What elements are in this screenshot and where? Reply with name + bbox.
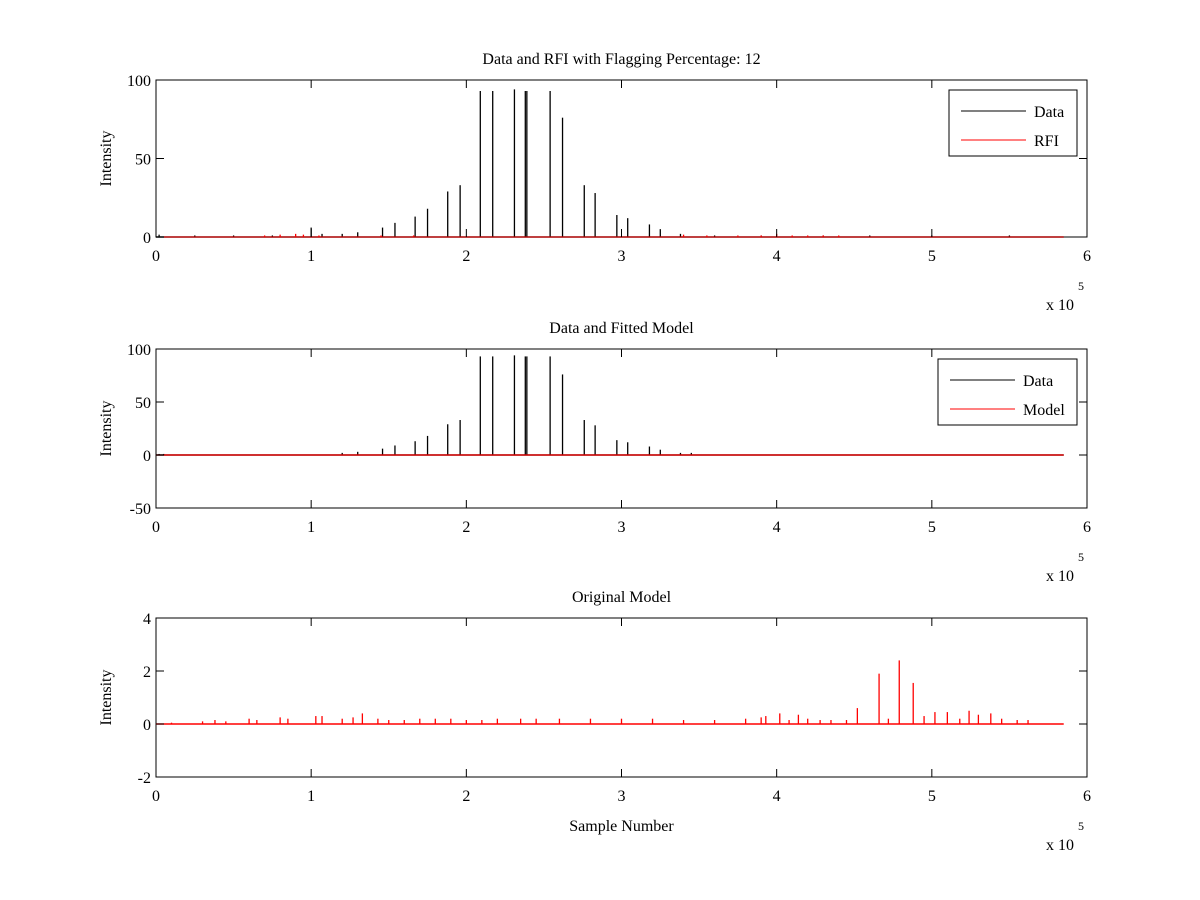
subplot-1-frame bbox=[155, 79, 1088, 238]
subplot-1-yaxis: 0 50 100 bbox=[127, 73, 1087, 247]
x-tick-label: 1 bbox=[307, 248, 315, 265]
subplot-2-x-multiplier-exponent: 5 bbox=[1078, 550, 1084, 564]
subplot-2-frame bbox=[155, 348, 1088, 509]
y-tick-label: 0 bbox=[143, 717, 151, 734]
x-tick-label: 0 bbox=[152, 519, 160, 536]
y-tick-label: 4 bbox=[143, 611, 151, 628]
x-tick-label: 2 bbox=[462, 788, 470, 805]
subplot-2-legend-box bbox=[937, 358, 1078, 426]
y-tick-label: 2 bbox=[143, 664, 151, 681]
subplot-1-title: Data and RFI with Flagging Percentage: 1… bbox=[482, 51, 760, 68]
subplot-2-series bbox=[156, 355, 1064, 456]
subplot-1-xaxis: 0 1 2 3 4 5 6 bbox=[152, 80, 1091, 265]
subplot-3-title: Original Model bbox=[572, 589, 672, 606]
subplot-3-x-multiplier: x 10 bbox=[1046, 837, 1074, 854]
subplot-1-legend-box bbox=[948, 89, 1078, 157]
subplot-2-ylabel: Intensity bbox=[98, 401, 115, 457]
x-tick-label: 2 bbox=[462, 519, 470, 536]
y-tick-label: -2 bbox=[138, 770, 151, 787]
legend-label-data: Data bbox=[1023, 373, 1053, 390]
subplot-3-series bbox=[156, 660, 1064, 725]
x-tick-label: 3 bbox=[618, 248, 626, 265]
x-tick-label: 2 bbox=[462, 248, 470, 265]
y-tick-label: 100 bbox=[127, 73, 151, 90]
x-tick-label: 3 bbox=[618, 519, 626, 536]
subplot-1-x-multiplier-exponent: 5 bbox=[1078, 279, 1084, 293]
subplot-1: Data and RFI with Flagging Percentage: 1… bbox=[98, 51, 1091, 314]
x-tick-label: 6 bbox=[1083, 788, 1091, 805]
x-tick-label: 4 bbox=[773, 519, 781, 536]
legend-label-data: Data bbox=[1034, 104, 1064, 121]
subplot-3-xaxis: 0 1 2 3 4 5 6 bbox=[152, 618, 1091, 805]
y-tick-label: 100 bbox=[127, 342, 151, 359]
x-tick-label: 5 bbox=[928, 248, 936, 265]
subplot-2-xaxis: 0 1 2 3 4 5 6 bbox=[152, 349, 1091, 536]
y-tick-label: 50 bbox=[135, 395, 151, 412]
subplot-1-legend: Data RFI bbox=[948, 89, 1078, 157]
x-tick-label: 1 bbox=[307, 519, 315, 536]
x-tick-label: 4 bbox=[773, 788, 781, 805]
subplot-3-x-multiplier-exponent: 5 bbox=[1078, 819, 1084, 833]
subplot-1-ylabel: Intensity bbox=[98, 131, 115, 187]
y-tick-label: 0 bbox=[143, 448, 151, 465]
subplot-3-ylabel: Intensity bbox=[98, 670, 115, 726]
x-tick-label: 6 bbox=[1083, 519, 1091, 536]
subplot-2-title: Data and Fitted Model bbox=[549, 320, 694, 337]
y-tick-label: 50 bbox=[135, 152, 151, 169]
legend-label-model: Model bbox=[1023, 402, 1065, 419]
x-tick-label: 4 bbox=[773, 248, 781, 265]
x-tick-label: 5 bbox=[928, 519, 936, 536]
x-tick-label: 0 bbox=[152, 248, 160, 265]
subplot-2-x-multiplier: x 10 bbox=[1046, 568, 1074, 585]
legend-label-rfi: RFI bbox=[1034, 133, 1059, 150]
subplot-2: Data and Fitted Model Intensity x 10 5 0… bbox=[98, 320, 1091, 585]
subplot-2-yaxis: -50 0 50 100 bbox=[127, 342, 1087, 518]
x-tick-label: 5 bbox=[928, 788, 936, 805]
subplot-3-xlabel: Sample Number bbox=[569, 818, 674, 835]
x-tick-label: 3 bbox=[618, 788, 626, 805]
subplot-3-frame bbox=[155, 617, 1088, 778]
y-tick-label: 0 bbox=[143, 230, 151, 247]
x-tick-label: 6 bbox=[1083, 248, 1091, 265]
x-tick-label: 1 bbox=[307, 788, 315, 805]
y-tick-label: -50 bbox=[130, 501, 151, 518]
subplot-3: Original Model Intensity Sample Number x… bbox=[98, 589, 1091, 854]
subplot-3-yaxis: -2 0 2 4 bbox=[138, 611, 1087, 787]
subplot-1-x-multiplier: x 10 bbox=[1046, 297, 1074, 314]
subplot-2-legend: Data Model bbox=[937, 358, 1078, 426]
x-tick-label: 0 bbox=[152, 788, 160, 805]
